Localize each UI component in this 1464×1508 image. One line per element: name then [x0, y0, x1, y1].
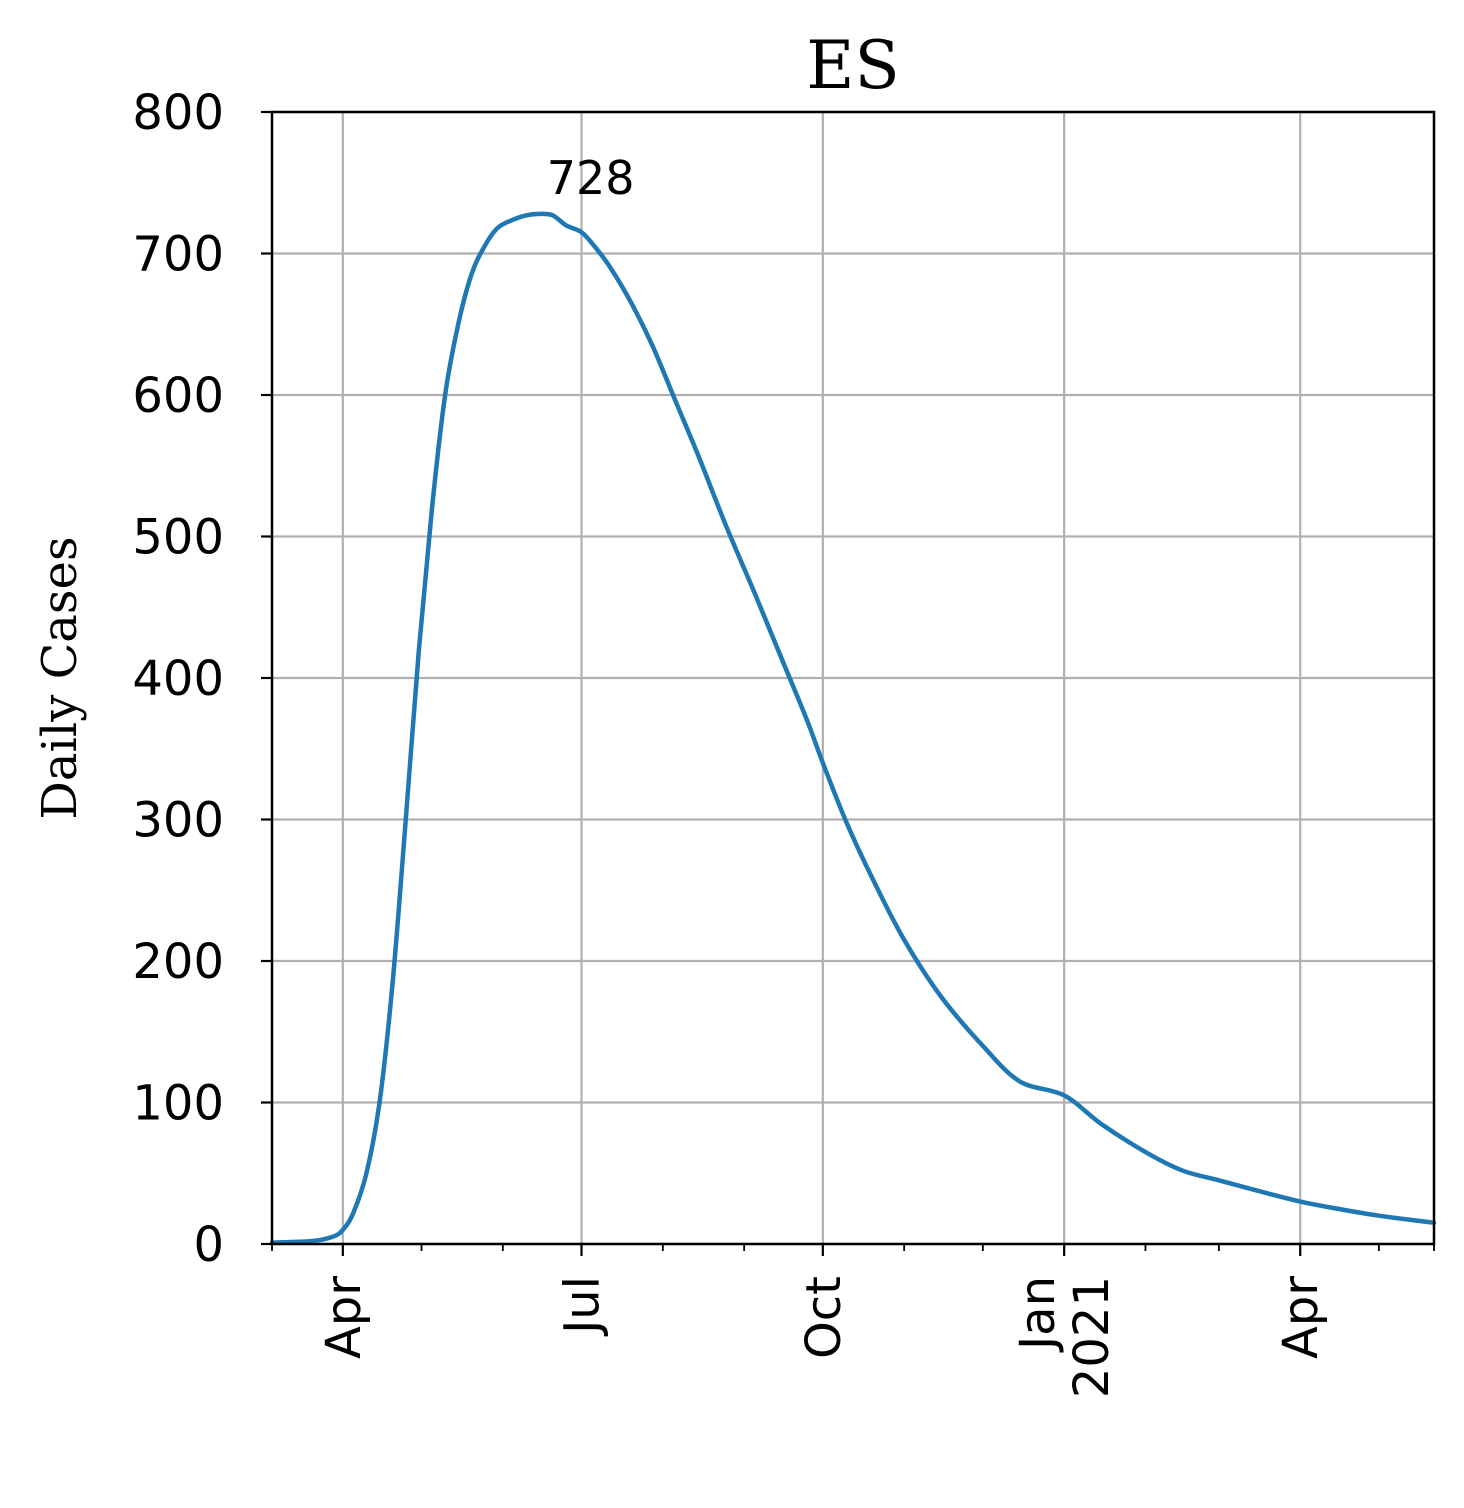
y-tick-label: 0	[193, 1217, 224, 1273]
y-tick-label: 200	[132, 934, 224, 990]
y-tick-label: 300	[132, 793, 224, 849]
x-tick-label: Jul	[555, 1276, 611, 1337]
chart-title: ES	[806, 27, 899, 104]
y-tick-label: 600	[132, 368, 224, 424]
y-tick-label: 100	[132, 1076, 224, 1132]
y-tick-label: 400	[132, 651, 224, 707]
ticks: 0 100 200 300 400 500 600 700 800 Apr Jul Oct Jan202…	[132, 85, 1435, 1398]
y-tick-label: 800	[132, 85, 224, 141]
x-tick-label-group: Jul	[555, 1276, 611, 1337]
y-tick-label: 700	[132, 227, 224, 283]
x-tick-label: Apr	[1273, 1276, 1329, 1359]
annotations: 728	[547, 151, 635, 205]
series-line	[269, 211, 1437, 1245]
x-tick-label: Jan	[1010, 1276, 1066, 1353]
peak-annotation: 728	[547, 151, 635, 205]
series-layer	[269, 211, 1437, 1245]
x-tick-label-group: Oct	[796, 1276, 852, 1359]
x-tick-label-group: Apr	[316, 1276, 372, 1359]
x-tick-label: 2021	[1064, 1276, 1120, 1398]
x-tick-label: Oct	[796, 1276, 852, 1359]
y-tick-label: 500	[132, 510, 224, 566]
x-tick-label: Apr	[316, 1276, 372, 1359]
x-tick-label-group: Apr	[1273, 1276, 1329, 1359]
y-axis-label: Daily Cases	[32, 536, 88, 819]
